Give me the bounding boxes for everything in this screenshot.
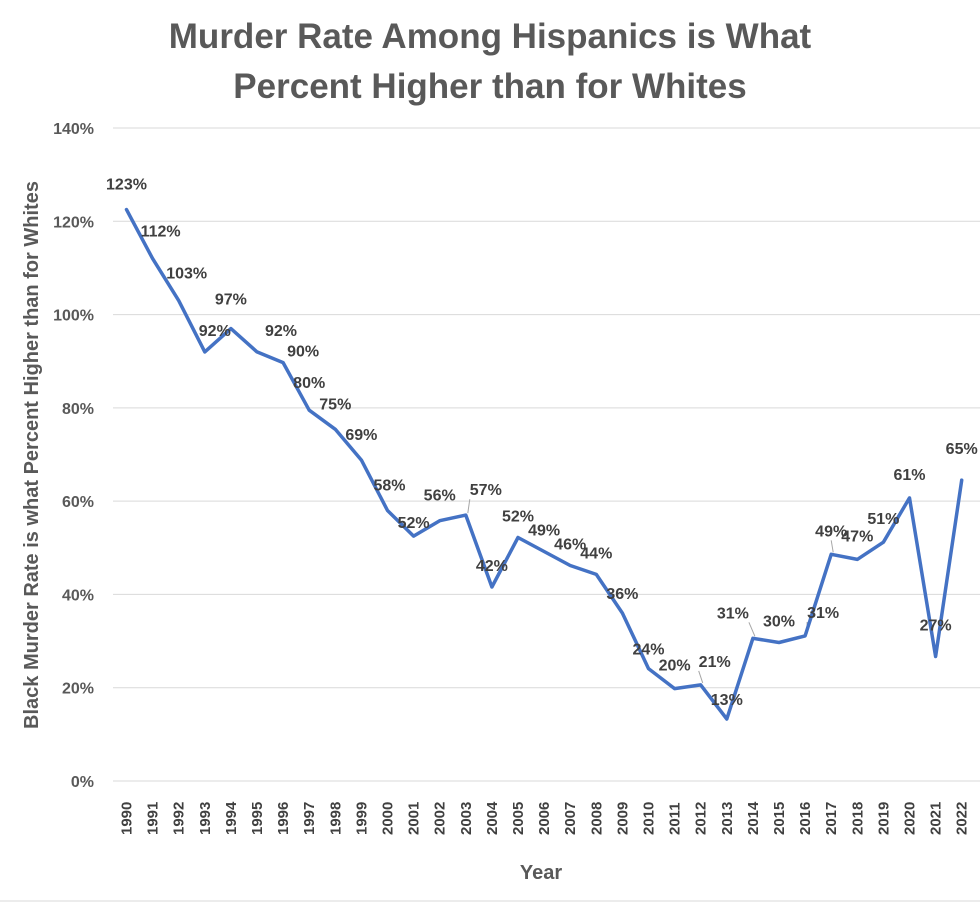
leader-line	[467, 499, 471, 514]
y-axis-title: Black Murder Rate is what Percent Higher…	[21, 181, 43, 729]
x-tick-label: 2011	[667, 802, 684, 835]
data-label: 52%	[398, 515, 430, 532]
x-axis-ticks: 1990 1991 1992 1993 1994 1995 1996 1997 1998 1999…	[119, 801, 971, 835]
y-axis-ticks: 0% 20% 40% 60% 80% 100% 120% 140%	[53, 121, 94, 791]
data-label: 44%	[580, 545, 612, 562]
x-tick-label: 2004	[484, 801, 501, 835]
data-label: 31%	[807, 605, 839, 622]
x-tick-label: 2000	[380, 802, 397, 835]
x-tick-label: 2016	[797, 802, 814, 835]
series-line	[124, 207, 964, 721]
leader-line	[748, 622, 756, 637]
x-tick-label: 1996	[275, 802, 292, 835]
x-tick-label: 2003	[458, 802, 475, 835]
x-tick-label: 2010	[641, 802, 658, 835]
x-tick-label: 2020	[902, 802, 919, 835]
data-label: 20%	[659, 658, 691, 675]
data-label: 80%	[293, 375, 325, 392]
data-label: 21%	[699, 654, 731, 671]
x-tick-label: 2018	[849, 802, 866, 835]
x-tick-label: 2008	[588, 802, 605, 835]
data-label: 27%	[920, 617, 952, 634]
data-label: 36%	[606, 586, 638, 603]
y-tick-label: 100%	[53, 308, 94, 325]
data-label: 49%	[815, 523, 847, 540]
data-label: 123%	[106, 177, 147, 194]
x-tick-label: 1999	[353, 802, 370, 835]
data-label: 51%	[867, 511, 899, 528]
x-tick-label: 1997	[301, 802, 318, 835]
x-tick-label: 1998	[327, 802, 344, 835]
x-tick-label: 2022	[954, 802, 971, 835]
x-tick-label: 2006	[536, 802, 553, 835]
chart-title: Murder Rate Among Hispanics is What Perc…	[168, 17, 812, 106]
x-tick-label: 1990	[119, 802, 136, 835]
x-tick-label: 2007	[562, 802, 579, 835]
data-label: 69%	[345, 427, 377, 444]
x-tick-label: 2015	[771, 802, 788, 835]
x-tick-label: 2002	[432, 802, 449, 835]
y-tick-label: 20%	[62, 681, 94, 698]
y-tick-label: 40%	[62, 587, 94, 604]
x-tick-label: 2021	[928, 802, 945, 835]
data-label: 49%	[528, 523, 560, 540]
data-label: 92%	[199, 323, 231, 340]
x-tick-label: 2012	[693, 802, 710, 835]
data-label: 75%	[319, 396, 351, 413]
data-label: 42%	[476, 558, 508, 575]
x-tick-label: 2019	[875, 802, 892, 835]
data-label: 61%	[893, 467, 925, 484]
data-label: 90%	[287, 344, 319, 361]
x-tick-label: 2009	[614, 802, 631, 835]
y-tick-label: 60%	[62, 494, 94, 511]
gridlines	[113, 127, 980, 782]
x-tick-label: 2017	[823, 802, 840, 835]
data-label: 13%	[711, 692, 743, 709]
data-label: 24%	[632, 642, 664, 659]
x-tick-label: 2013	[719, 802, 736, 835]
x-tick-label: 1991	[145, 802, 162, 835]
x-tick-label: 2014	[745, 801, 762, 835]
data-label: 97%	[215, 292, 247, 309]
x-tick-label: 1995	[249, 802, 266, 835]
y-tick-label: 140%	[53, 121, 94, 138]
data-label: 58%	[373, 477, 405, 494]
leader-line	[698, 670, 704, 684]
data-labels: 123%112%103%92%97%92%90%80%75%69%58%52%5…	[106, 177, 978, 709]
data-label: 52%	[502, 509, 534, 526]
x-axis-title: Year	[520, 862, 562, 884]
x-tick-label: 2005	[510, 802, 527, 835]
data-label: 65%	[946, 441, 978, 458]
x-tick-label: 1994	[223, 801, 240, 835]
data-label: 92%	[265, 323, 297, 340]
data-label: 56%	[424, 488, 456, 505]
x-tick-label: 2001	[406, 802, 423, 835]
y-tick-label: 0%	[71, 774, 94, 791]
data-label: 31%	[717, 605, 749, 622]
y-tick-label: 120%	[53, 214, 94, 231]
data-label: 57%	[470, 482, 502, 499]
data-label: 112%	[141, 224, 181, 241]
data-label: 30%	[763, 613, 795, 630]
x-tick-label: 1992	[171, 802, 188, 835]
data-label: 46%	[554, 537, 586, 554]
data-label: 47%	[841, 528, 873, 545]
data-label: 103%	[166, 266, 207, 283]
x-tick-label: 1993	[197, 802, 214, 835]
y-tick-label: 80%	[62, 401, 94, 418]
leader-line	[830, 540, 834, 553]
